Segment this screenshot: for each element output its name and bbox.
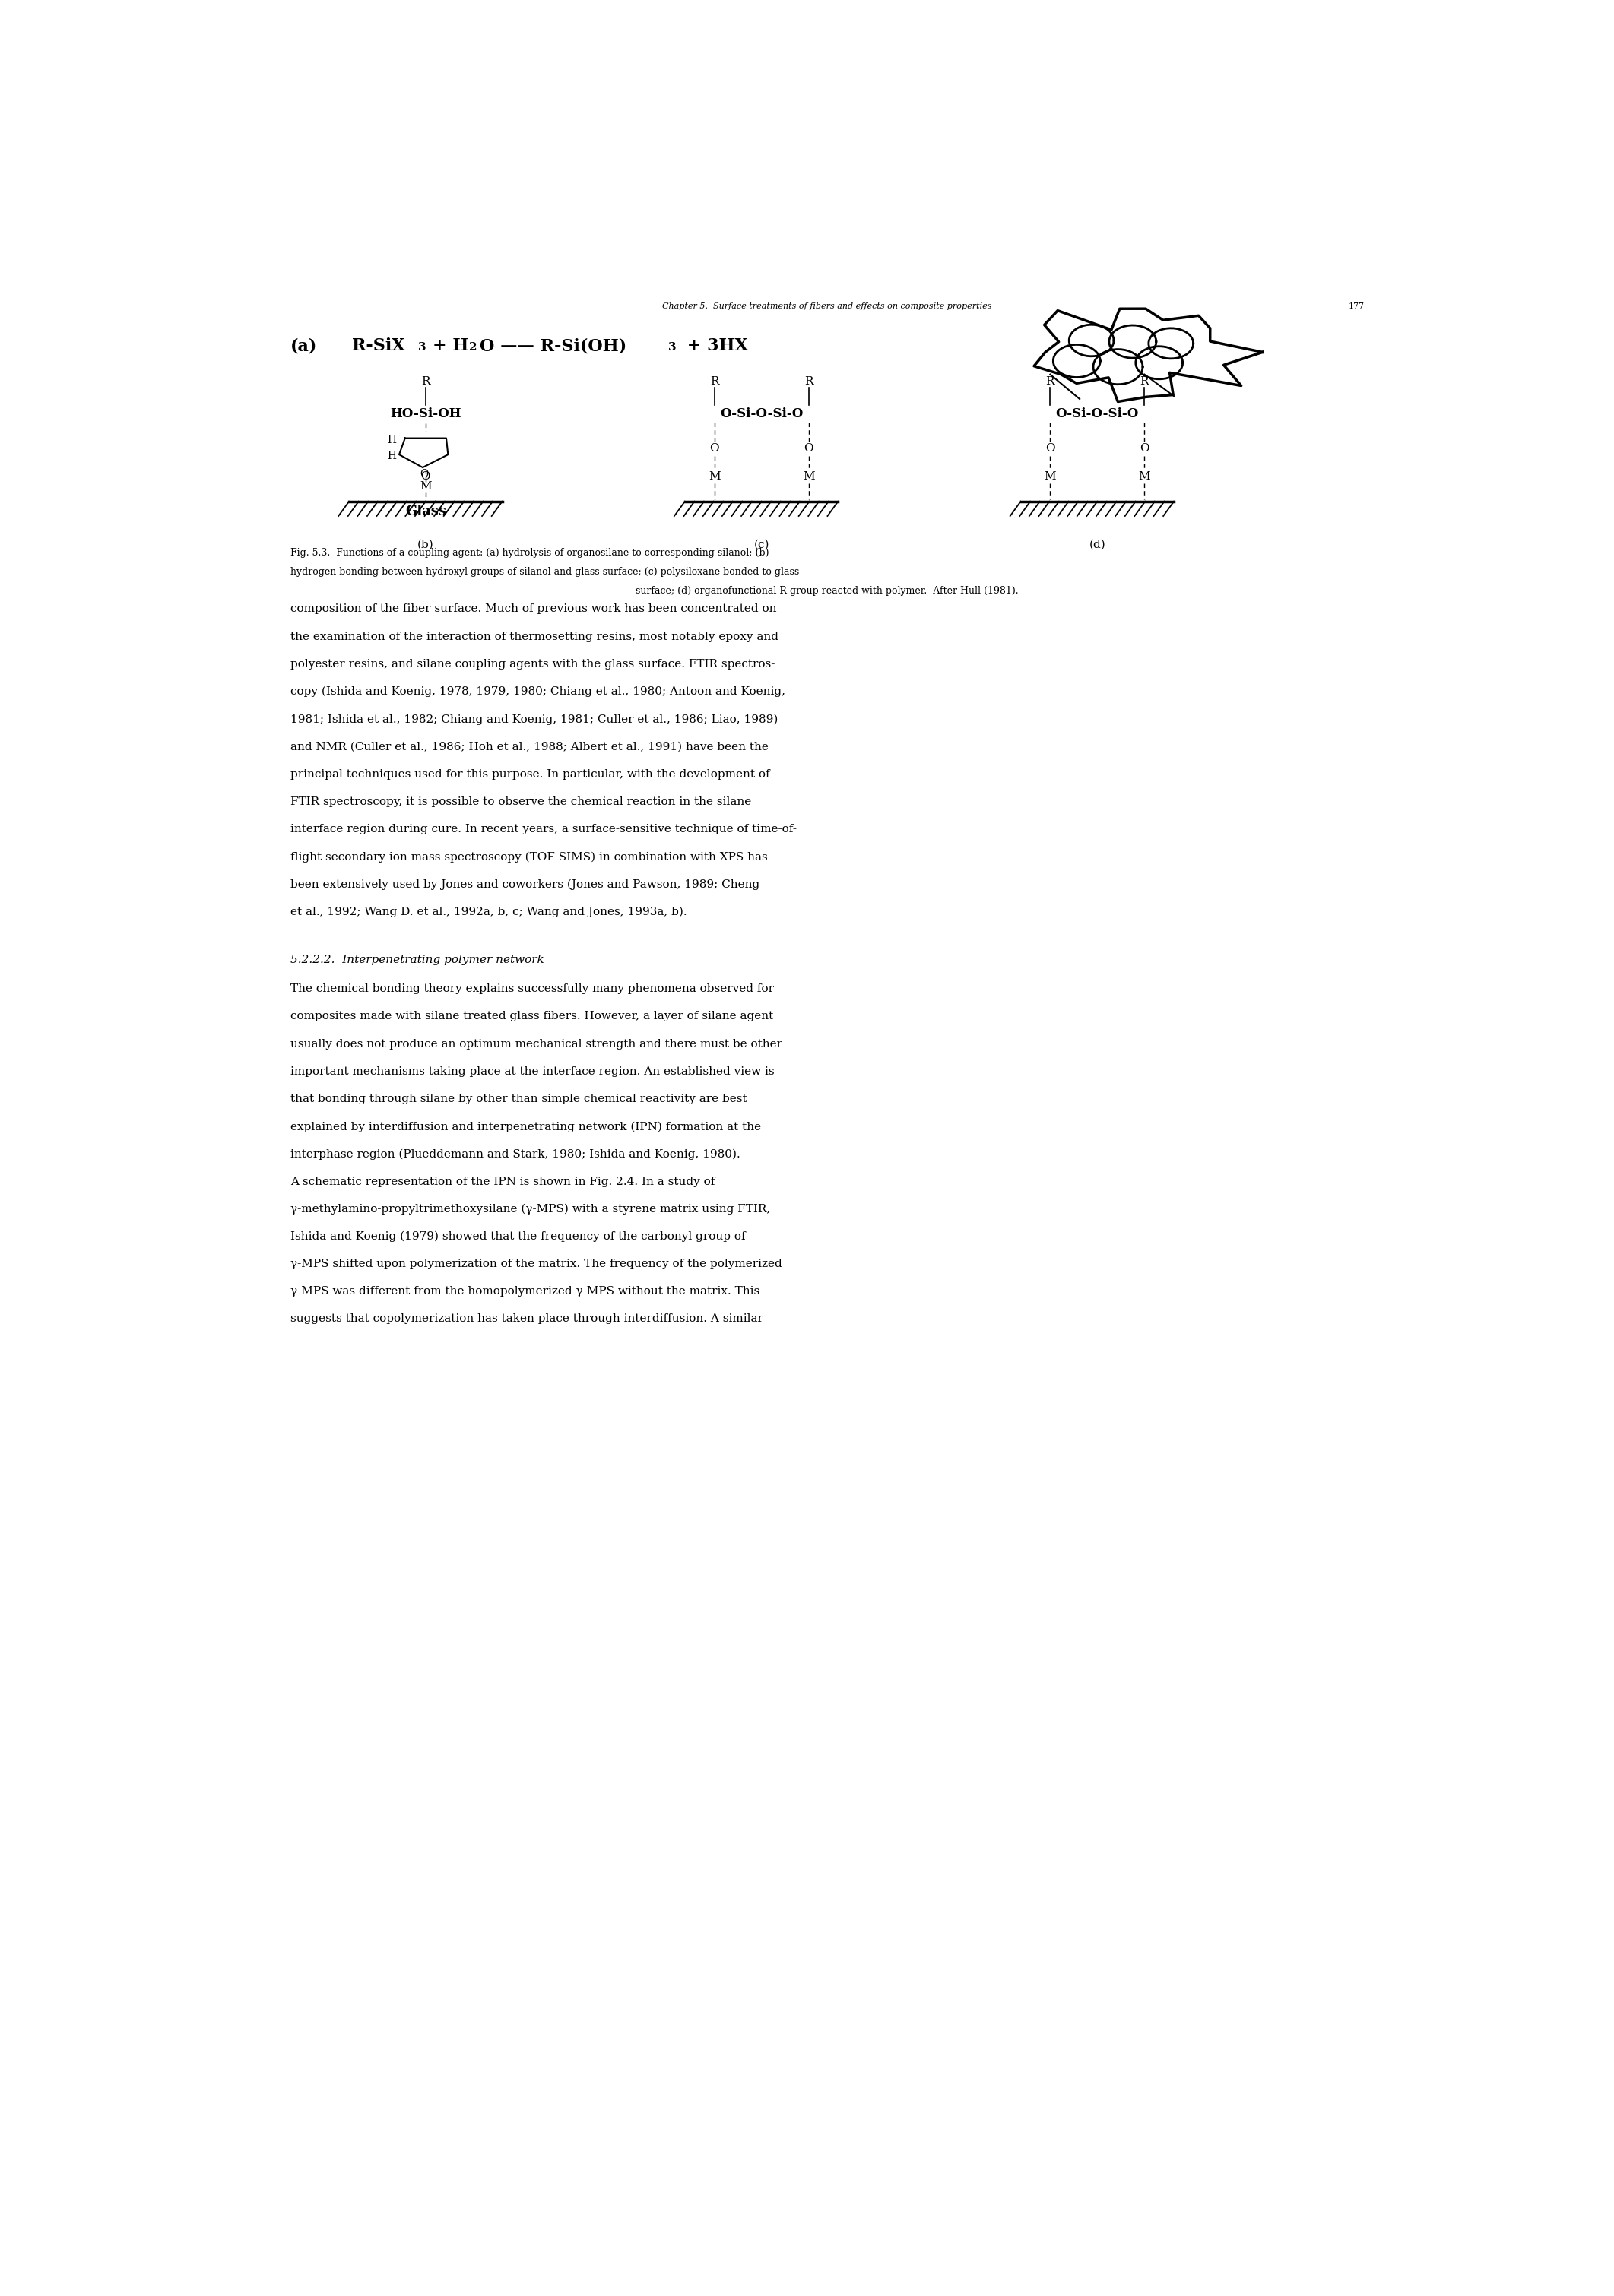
Text: FTIR spectroscopy, it is possible to observe the chemical reaction in the silane: FTIR spectroscopy, it is possible to obs… bbox=[291, 797, 751, 806]
Text: γ-MPS shifted upon polymerization of the matrix. The frequency of the polymerize: γ-MPS shifted upon polymerization of the… bbox=[291, 1258, 781, 1270]
Text: (a): (a) bbox=[291, 338, 316, 354]
Text: suggests that copolymerization has taken place through interdiffusion. A similar: suggests that copolymerization has taken… bbox=[291, 1313, 763, 1325]
Text: 1981; Ishida et al., 1982; Chiang and Koenig, 1981; Culler et al., 1986; Liao, 1: 1981; Ishida et al., 1982; Chiang and Ko… bbox=[291, 714, 778, 726]
Text: 5.2.2.2.  Interpenetrating polymer network: 5.2.2.2. Interpenetrating polymer networ… bbox=[291, 955, 544, 964]
Text: M: M bbox=[802, 471, 815, 482]
Text: composition of the fiber surface. Much of previous work has been concentrated on: composition of the fiber surface. Much o… bbox=[291, 604, 776, 615]
Text: been extensively used by Jones and coworkers (Jones and Pawson, 1989; Cheng: been extensively used by Jones and cowor… bbox=[291, 879, 760, 891]
Text: R-SiX: R-SiX bbox=[352, 338, 405, 354]
Text: polyester resins, and silane coupling agents with the glass surface. FTIR spectr: polyester resins, and silane coupling ag… bbox=[291, 659, 775, 670]
Text: surface; (d) organofunctional R-group reacted with polymer.  After Hull (1981).: surface; (d) organofunctional R-group re… bbox=[636, 585, 1018, 595]
Text: 3: 3 bbox=[668, 342, 676, 354]
Text: and NMR (Culler et al., 1986; Hoh et al., 1988; Albert et al., 1991) have been t: and NMR (Culler et al., 1986; Hoh et al.… bbox=[291, 742, 768, 753]
Text: copy (Ishida and Koenig, 1978, 1979, 1980; Chiang et al., 1980; Antoon and Koeni: copy (Ishida and Koenig, 1978, 1979, 198… bbox=[291, 687, 784, 698]
Text: R: R bbox=[804, 377, 813, 386]
Text: O: O bbox=[804, 443, 813, 455]
Text: R: R bbox=[710, 377, 718, 386]
Text: M: M bbox=[709, 471, 720, 482]
Text: composites made with silane treated glass fibers. However, a layer of silane age: composites made with silane treated glas… bbox=[291, 1010, 773, 1022]
Text: Ishida and Koenig (1979) showed that the frequency of the carbonyl group of: Ishida and Koenig (1979) showed that the… bbox=[291, 1231, 746, 1242]
Text: Glass: Glass bbox=[405, 505, 445, 519]
Text: the examination of the interaction of thermosetting resins, most notably epoxy a: the examination of the interaction of th… bbox=[291, 631, 778, 643]
Text: O-Si-O-Si-O: O-Si-O-Si-O bbox=[1056, 406, 1139, 420]
Text: usually does not produce an optimum mechanical strength and there must be other: usually does not produce an optimum mech… bbox=[291, 1038, 783, 1049]
Text: interphase region (Plueddemann and Stark, 1980; Ishida and Koenig, 1980).: interphase region (Plueddemann and Stark… bbox=[291, 1148, 739, 1159]
Text: 3: 3 bbox=[418, 342, 426, 354]
Text: (c): (c) bbox=[754, 540, 770, 551]
Text: M: M bbox=[420, 482, 431, 491]
Text: + 3HX: + 3HX bbox=[681, 338, 749, 354]
Text: O: O bbox=[1139, 443, 1149, 455]
Text: (b): (b) bbox=[418, 540, 434, 551]
Text: R: R bbox=[1139, 377, 1149, 386]
Text: R: R bbox=[421, 377, 429, 386]
Text: H: H bbox=[387, 434, 395, 445]
Text: hydrogen bonding between hydroxyl groups of silanol and glass surface; (c) polys: hydrogen bonding between hydroxyl groups… bbox=[291, 567, 799, 576]
Text: H: H bbox=[387, 450, 395, 461]
Text: A schematic representation of the IPN is shown in Fig. 2.4. In a study of: A schematic representation of the IPN is… bbox=[291, 1176, 715, 1187]
Text: principal techniques used for this purpose. In particular, with the development : principal techniques used for this purpo… bbox=[291, 769, 770, 781]
Text: Chapter 5.  Surface treatments of fibers and effects on composite properties: Chapter 5. Surface treatments of fibers … bbox=[662, 303, 993, 310]
Text: O: O bbox=[1046, 443, 1056, 455]
Text: interface region during cure. In recent years, a surface-sensitive technique of : interface region during cure. In recent … bbox=[291, 824, 796, 833]
Text: that bonding through silane by other than simple chemical reactivity are best: that bonding through silane by other tha… bbox=[291, 1093, 747, 1104]
Text: explained by interdiffusion and interpenetrating network (IPN) formation at the: explained by interdiffusion and interpen… bbox=[291, 1120, 760, 1132]
Text: important mechanisms taking place at the interface region. An established view i: important mechanisms taking place at the… bbox=[291, 1065, 775, 1077]
Text: O: O bbox=[421, 471, 431, 482]
Text: HO-Si-OH: HO-Si-OH bbox=[391, 406, 462, 420]
Text: Fig. 5.3.  Functions of a coupling agent: (a) hydrolysis of organosilane to corr: Fig. 5.3. Functions of a coupling agent:… bbox=[291, 549, 768, 558]
Text: O —— R-Si(OH): O —— R-Si(OH) bbox=[479, 338, 626, 354]
Text: M: M bbox=[1138, 471, 1151, 482]
Text: 2: 2 bbox=[470, 342, 478, 354]
Text: M: M bbox=[1044, 471, 1056, 482]
Text: O: O bbox=[710, 443, 720, 455]
Text: γ-methylamino-propyltrimethoxysilane (γ-MPS) with a styrene matrix using FTIR,: γ-methylamino-propyltrimethoxysilane (γ-… bbox=[291, 1203, 770, 1215]
Text: + H: + H bbox=[433, 338, 468, 354]
Text: et al., 1992; Wang D. et al., 1992a, b, c; Wang and Jones, 1993a, b).: et al., 1992; Wang D. et al., 1992a, b, … bbox=[291, 907, 686, 918]
Text: The chemical bonding theory explains successfully many phenomena observed for: The chemical bonding theory explains suc… bbox=[291, 983, 773, 994]
Text: O: O bbox=[420, 468, 429, 480]
Text: (d): (d) bbox=[1089, 540, 1106, 551]
Text: O-Si-O-Si-O: O-Si-O-Si-O bbox=[720, 406, 804, 420]
Text: γ-MPS was different from the homopolymerized γ-MPS without the matrix. This: γ-MPS was different from the homopolymer… bbox=[291, 1286, 760, 1297]
Text: flight secondary ion mass spectroscopy (TOF SIMS) in combination with XPS has: flight secondary ion mass spectroscopy (… bbox=[291, 852, 767, 863]
Text: R: R bbox=[1046, 377, 1054, 386]
Text: 177: 177 bbox=[1348, 303, 1364, 310]
